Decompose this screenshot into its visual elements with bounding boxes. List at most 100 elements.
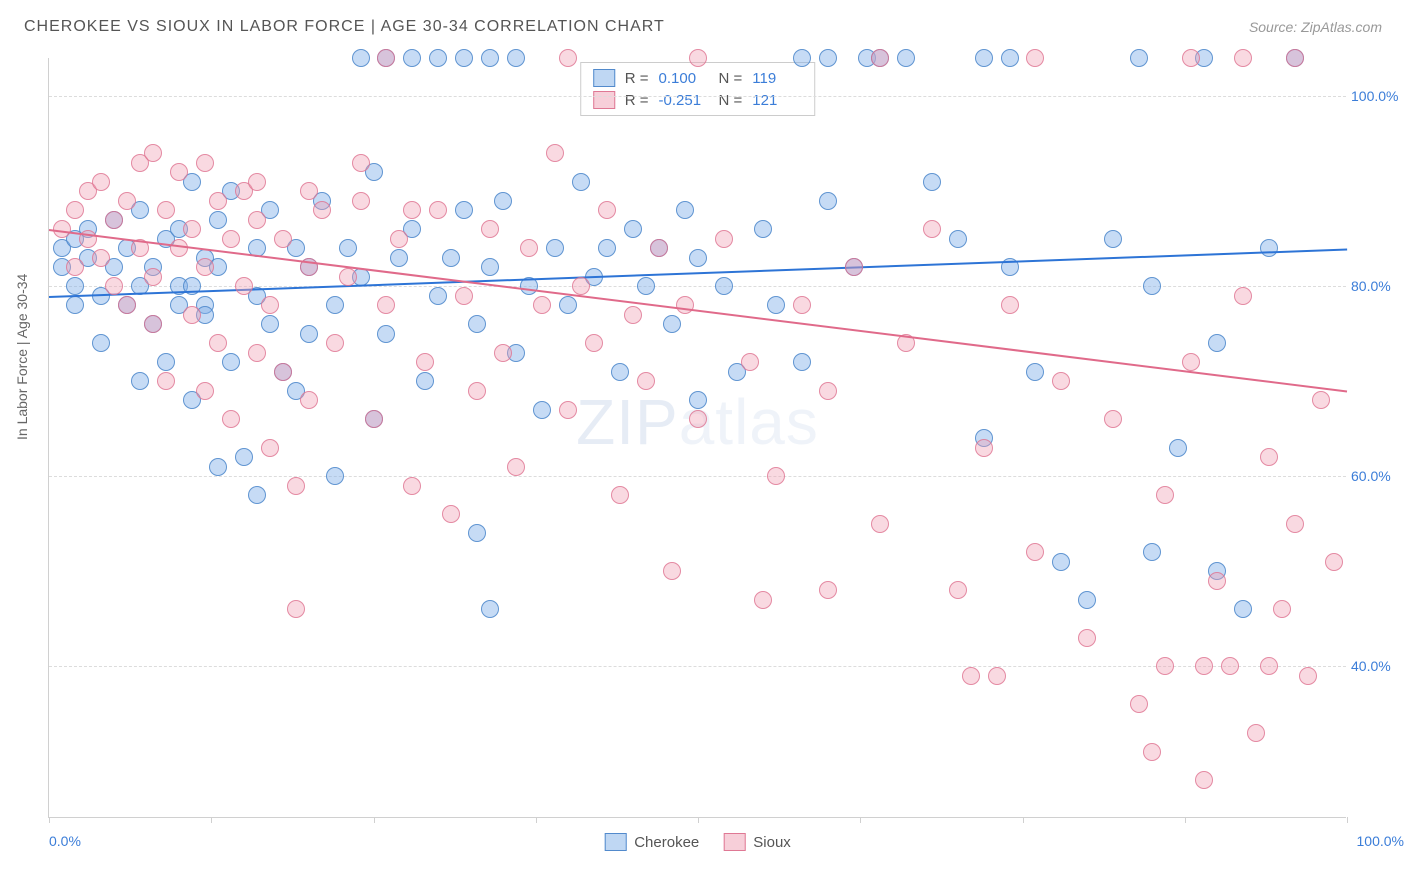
scatter-point: [339, 268, 357, 286]
scatter-point: [1299, 667, 1317, 685]
x-tick: [49, 817, 50, 823]
scatter-point: [1104, 410, 1122, 428]
watermark-zip: ZIP: [576, 386, 679, 458]
scatter-point: [248, 486, 266, 504]
scatter-point: [793, 296, 811, 314]
scatter-point: [196, 154, 214, 172]
scatter-point: [663, 562, 681, 580]
scatter-point: [209, 211, 227, 229]
scatter-point: [468, 315, 486, 333]
scatter-point: [390, 249, 408, 267]
bottom-legend-sioux: Sioux: [723, 833, 791, 851]
scatter-point: [300, 391, 318, 409]
scatter-point: [871, 515, 889, 533]
scatter-point: [1286, 49, 1304, 67]
bottom-legend: Cherokee Sioux: [604, 833, 791, 851]
scatter-point: [274, 230, 292, 248]
scatter-point: [819, 581, 837, 599]
scatter-point: [1286, 515, 1304, 533]
scatter-point: [468, 382, 486, 400]
scatter-point: [611, 363, 629, 381]
scatter-point: [793, 49, 811, 67]
scatter-point: [416, 353, 434, 371]
scatter-point: [222, 410, 240, 428]
scatter-point: [157, 372, 175, 390]
x-tick: [1347, 817, 1348, 823]
scatter-point: [689, 249, 707, 267]
scatter-point: [209, 334, 227, 352]
scatter-point: [235, 277, 253, 295]
x-tick: [1185, 817, 1186, 823]
correlation-legend: R = 0.100 N = 119 R = -0.251 N = 121: [580, 62, 816, 116]
scatter-point: [793, 353, 811, 371]
scatter-point: [1208, 334, 1226, 352]
scatter-point: [923, 173, 941, 191]
scatter-point: [546, 239, 564, 257]
scatter-point: [326, 296, 344, 314]
scatter-point: [144, 268, 162, 286]
x-tick: [860, 817, 861, 823]
chart-title: CHEROKEE VS SIOUX IN LABOR FORCE | AGE 3…: [24, 18, 665, 36]
scatter-point: [689, 391, 707, 409]
scatter-point: [689, 410, 707, 428]
scatter-point: [261, 296, 279, 314]
y-tick-label: 100.0%: [1351, 88, 1406, 104]
scatter-point: [533, 296, 551, 314]
y-tick-label: 40.0%: [1351, 658, 1406, 674]
scatter-point: [819, 192, 837, 210]
legend-r-sioux: -0.251: [659, 92, 709, 109]
scatter-point: [520, 239, 538, 257]
scatter-point: [403, 201, 421, 219]
scatter-point: [1143, 543, 1161, 561]
scatter-point: [196, 382, 214, 400]
scatter-point: [455, 287, 473, 305]
scatter-point: [1052, 553, 1070, 571]
scatter-point: [1208, 572, 1226, 590]
scatter-point: [988, 667, 1006, 685]
plot-area: ZIPatlas R = 0.100 N = 119 R = -0.251 N …: [48, 58, 1346, 818]
legend-r-label: R =: [625, 92, 649, 109]
gridline-y: [49, 96, 1346, 97]
scatter-point: [377, 49, 395, 67]
scatter-point: [131, 372, 149, 390]
source-label: Source: ZipAtlas.com: [1249, 19, 1382, 35]
scatter-point: [975, 439, 993, 457]
bottom-legend-cherokee-label: Cherokee: [634, 834, 699, 851]
scatter-point: [650, 239, 668, 257]
scatter-point: [923, 220, 941, 238]
scatter-point: [1273, 600, 1291, 618]
scatter-point: [559, 296, 577, 314]
scatter-point: [624, 306, 642, 324]
scatter-point: [429, 49, 447, 67]
scatter-point: [468, 524, 486, 542]
scatter-point: [611, 486, 629, 504]
scatter-point: [1195, 771, 1213, 789]
scatter-point: [767, 296, 785, 314]
scatter-point: [118, 296, 136, 314]
scatter-point: [287, 477, 305, 495]
scatter-point: [455, 201, 473, 219]
scatter-point: [637, 372, 655, 390]
scatter-point: [1001, 49, 1019, 67]
legend-row-sioux: R = -0.251 N = 121: [593, 89, 803, 111]
scatter-point: [105, 277, 123, 295]
scatter-point: [507, 49, 525, 67]
scatter-point: [1260, 239, 1278, 257]
scatter-point: [1052, 372, 1070, 390]
scatter-point: [1325, 553, 1343, 571]
gridline-y: [49, 476, 1346, 477]
scatter-point: [235, 448, 253, 466]
x-tick: [1023, 817, 1024, 823]
legend-n-sioux: 121: [752, 92, 802, 109]
scatter-point: [105, 211, 123, 229]
scatter-point: [300, 182, 318, 200]
scatter-point: [1026, 49, 1044, 67]
scatter-point: [962, 667, 980, 685]
scatter-point: [715, 230, 733, 248]
swatch-cherokee-icon: [604, 833, 626, 851]
scatter-point: [416, 372, 434, 390]
scatter-point: [1182, 49, 1200, 67]
y-axis-label: In Labor Force | Age 30-34: [14, 274, 30, 440]
scatter-point: [1143, 277, 1161, 295]
scatter-point: [442, 249, 460, 267]
